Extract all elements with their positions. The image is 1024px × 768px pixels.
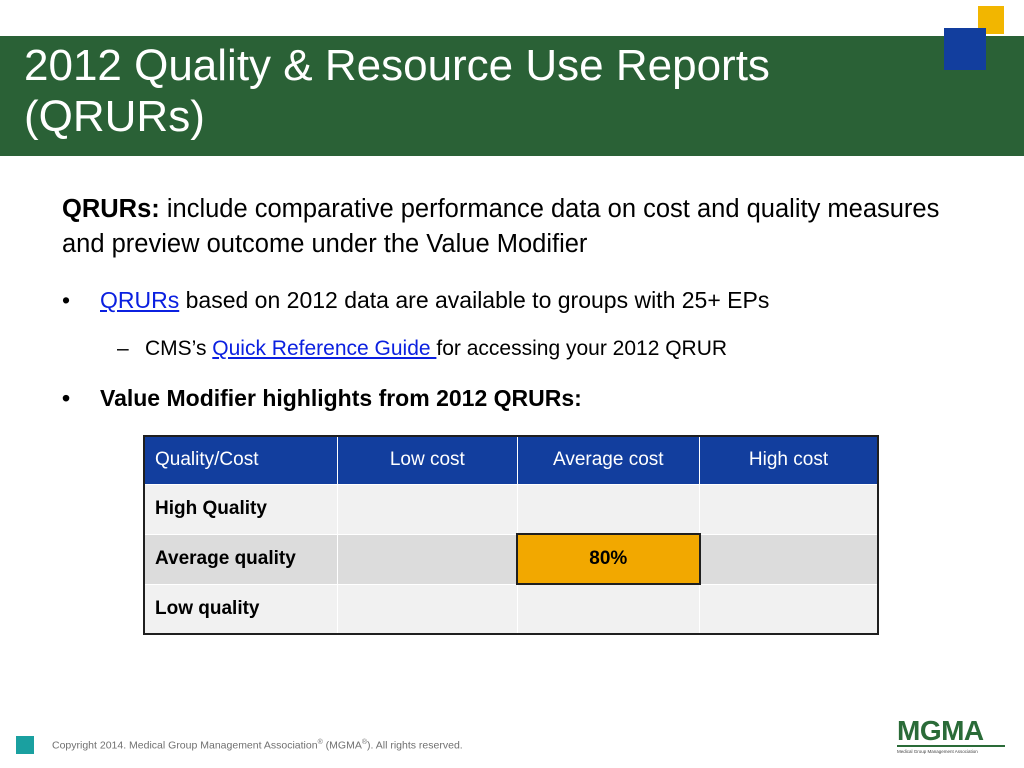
- corner-logo: [940, 4, 1010, 74]
- title-line-1: 2012 Quality & Resource Use Reports: [24, 41, 770, 90]
- table-header-row: Quality/Cost Low cost Average cost High …: [143, 435, 879, 485]
- bullet-value-modifier-highlights: • Value Modifier highlights from 2012 QR…: [62, 384, 980, 412]
- row-label-high-quality: High Quality: [143, 483, 339, 535]
- table-cell: [516, 483, 701, 535]
- table-row: High Quality: [143, 483, 879, 535]
- footer-square-icon: [16, 736, 34, 754]
- qrurs-link[interactable]: QRURs: [100, 287, 180, 313]
- registered-mark: ®: [317, 739, 323, 746]
- mgma-logo: MGMA Medical Group Management Associatio…: [897, 717, 1005, 757]
- bullet-qrurs-availability: • QRURs based on 2012 data are available…: [62, 286, 980, 314]
- table-cell: [699, 583, 879, 635]
- copyright-text: (MGMA: [322, 739, 362, 752]
- intro-term: QRURs:: [62, 195, 160, 223]
- bullet-text: Value Modifier highlights from 2012 QRUR…: [100, 385, 582, 411]
- title-band: [0, 36, 1024, 156]
- copyright-notice: Copyright 2014. Medical Group Management…: [52, 739, 463, 752]
- header-quality-cost: Quality/Cost: [143, 435, 339, 485]
- copyright-text: ). All rights reserved.: [367, 739, 463, 752]
- copyright-text: Copyright 2014. Medical Group Management…: [52, 739, 318, 752]
- table-row: Average quality 80%: [143, 533, 879, 585]
- table-cell: [699, 533, 879, 585]
- intro-paragraph: QRURs: include comparative performance d…: [62, 192, 982, 262]
- quick-reference-guide-link[interactable]: Quick Reference Guide: [212, 337, 437, 360]
- title-line-2: (QRURs): [24, 92, 205, 141]
- row-label-average-quality: Average quality: [143, 533, 339, 585]
- table-cell: [337, 533, 518, 585]
- row-label-low-quality: Low quality: [143, 583, 339, 635]
- header-average-cost: Average cost: [516, 435, 701, 485]
- sub-bullet-marker: –: [117, 337, 129, 360]
- mgma-logo-word: MGMA: [897, 717, 1005, 747]
- header-low-cost: Low cost: [337, 435, 518, 485]
- table-row: Low quality: [143, 583, 879, 635]
- bullet-marker: •: [62, 385, 71, 411]
- quality-cost-table: Quality/Cost Low cost Average cost High …: [143, 435, 879, 635]
- bullet-text: based on 2012 data are available to grou…: [179, 287, 770, 313]
- slide-title: 2012 Quality & Resource Use Reports (QRU…: [24, 40, 924, 142]
- table-cell: [516, 583, 701, 635]
- registered-mark: ®: [361, 739, 367, 746]
- header-high-cost: High cost: [699, 435, 879, 485]
- table-cell: [337, 483, 518, 535]
- table-cell: [337, 583, 518, 635]
- sub-bullet-text: for accessing your 2012 QRUR: [436, 337, 728, 360]
- sub-bullet-quick-reference: – CMS’s Quick Reference Guide for access…: [117, 335, 945, 363]
- bullet-marker: •: [62, 287, 71, 313]
- sub-bullet-prefix: CMS’s: [145, 337, 213, 360]
- table-cell: [699, 483, 879, 535]
- mgma-logo-subtitle: Medical Group Management Association: [897, 749, 978, 754]
- highlight-cell-80-percent: 80%: [516, 533, 701, 585]
- blue-square-icon: [944, 28, 986, 70]
- intro-text: include comparative performance data on …: [62, 195, 940, 258]
